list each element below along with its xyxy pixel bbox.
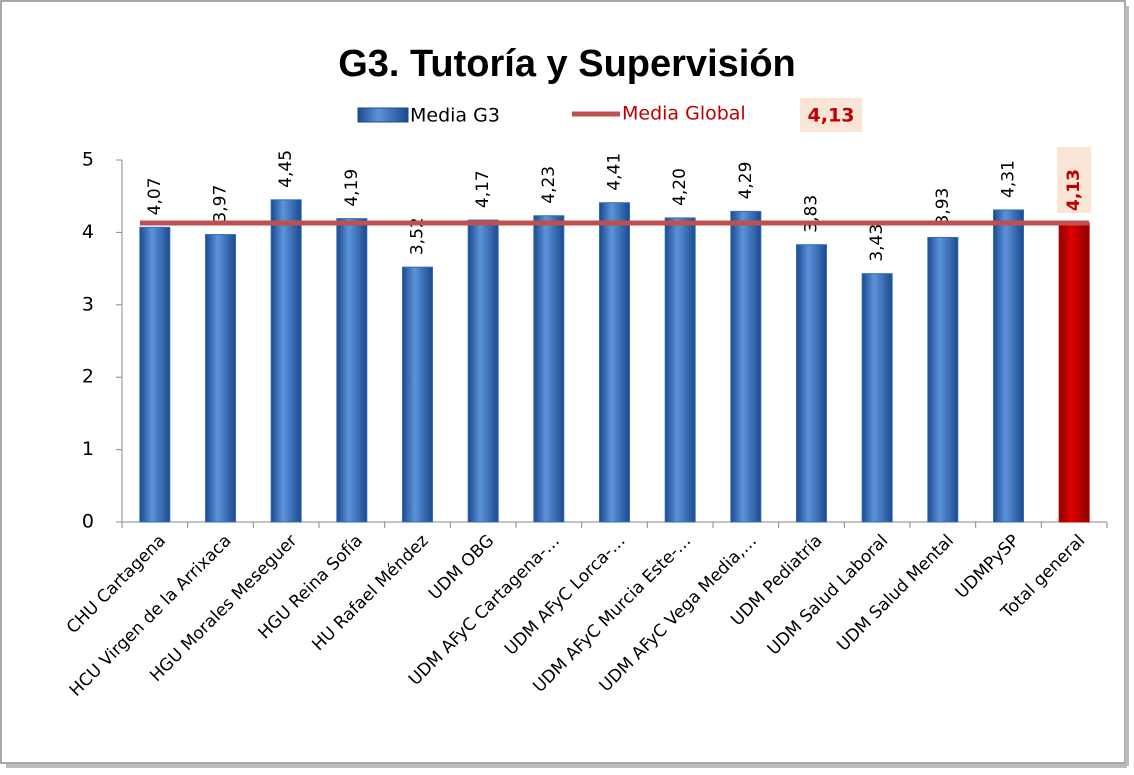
bar [467,219,499,523]
bar [533,215,565,523]
bar [796,244,827,523]
value-label: 4,20 [670,168,690,206]
value-label: 4,23 [539,166,559,204]
bar [139,226,171,523]
value-label: 4,19 [342,169,362,207]
bar [336,218,368,523]
bar [402,266,433,523]
bar [664,217,696,523]
bar [927,236,959,523]
value-label: 3,83 [802,195,822,233]
bar [1058,222,1090,523]
value-label: 4,45 [276,150,296,188]
legend-value-box [800,98,862,132]
chart-title: G3. Tutoría y Supervisión [338,43,796,85]
y-tick-label: 5 [82,149,94,171]
legend-label: Media Global [622,103,746,125]
value-label: 3,93 [933,188,953,226]
bar [993,209,1024,523]
bar [205,234,236,523]
legend-value: 4,13 [808,105,855,127]
y-tick-label: 2 [82,366,94,388]
value-label-box [1057,146,1092,213]
value-label: 4,07 [145,177,165,215]
legend-label: Media G3 [410,105,500,127]
value-label: 4,31 [999,160,1019,198]
value-label: 4,29 [736,162,756,200]
bar [861,273,893,523]
value-label: 3,97 [211,185,231,223]
y-tick-label: 0 [82,511,94,533]
bar [270,199,302,523]
bar [599,202,630,523]
value-label: 4,17 [473,170,493,208]
legend-swatch [357,107,409,123]
bar [730,210,762,523]
y-tick-label: 4 [82,221,94,243]
value-label: 3,43 [867,224,887,262]
value-label: 3,52 [408,217,428,255]
y-tick-label: 3 [82,293,94,315]
value-label: 4,13 [1064,169,1084,211]
y-tick-label: 1 [82,438,94,460]
value-label: 4,41 [605,153,625,191]
